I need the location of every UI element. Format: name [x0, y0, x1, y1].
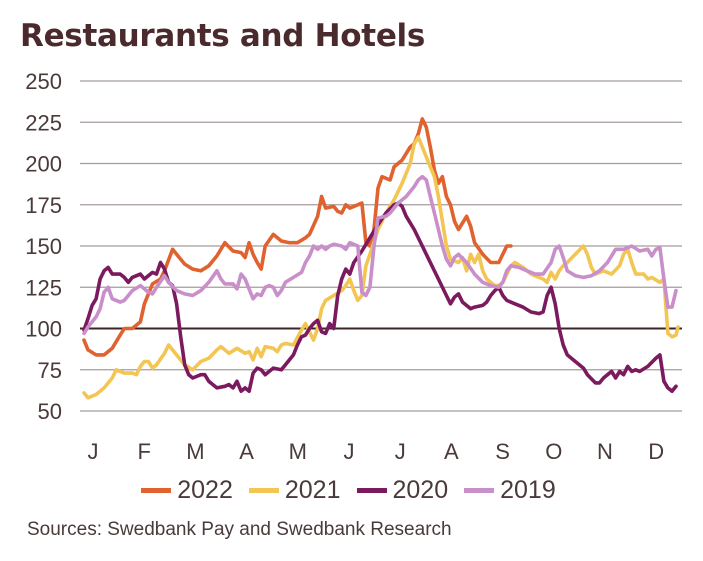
x-tick-label: A [239, 439, 254, 464]
series-line-2021 [82, 135, 680, 400]
x-tick-label: N [597, 439, 613, 464]
legend-swatch [248, 488, 279, 493]
legend-label: 2019 [500, 476, 556, 504]
legend: 2022 2021 2020 2019 [0, 476, 703, 505]
legend-item-2020: 2020 [356, 476, 449, 505]
y-tick-label: 125 [25, 275, 62, 300]
x-tick-label: J [395, 439, 406, 464]
series-line-2019 [82, 174, 678, 336]
y-tick-label: 75 [38, 358, 62, 383]
legend-label: 2020 [392, 476, 449, 504]
series-line-2022 [82, 117, 513, 357]
y-tick-label: 200 [25, 152, 62, 177]
series-lines [82, 117, 680, 400]
y-tick-label: 50 [38, 399, 62, 424]
y-tick-label: 100 [25, 317, 62, 342]
x-tick-label: A [444, 439, 459, 464]
chart-title: Restaurants and Hotels [20, 18, 426, 54]
y-tick-label: 175 [25, 193, 62, 218]
x-tick-label: M [186, 439, 204, 464]
y-axis-ticks: 250 225 200 175 150 125 100 75 50 [25, 69, 62, 424]
legend-label: 2021 [284, 476, 341, 504]
x-tick-label: S [495, 439, 510, 464]
x-tick-label: F [137, 439, 150, 464]
x-tick-label: J [88, 439, 99, 464]
x-tick-label: J [344, 439, 355, 464]
line-chart: 250 225 200 175 150 125 100 75 50 J F M A M J J A S O N D [25, 69, 682, 464]
legend-label: 2022 [177, 476, 233, 504]
source-note: Sources: Swedbank Pay and Swedbank Resea… [27, 519, 452, 540]
series-line-2020 [82, 201, 678, 393]
legend-swatch [356, 488, 387, 493]
legend-item-2021: 2021 [248, 476, 341, 505]
x-tick-label: O [545, 439, 562, 464]
y-tick-label: 250 [25, 69, 62, 94]
legend-item-2022: 2022 [141, 476, 233, 505]
x-tick-label: D [648, 439, 664, 464]
y-tick-label: 225 [25, 110, 62, 135]
legend-swatch [464, 488, 495, 493]
gridlines [80, 80, 682, 412]
x-tick-label: M [289, 439, 307, 464]
legend-item-2019: 2019 [464, 476, 556, 505]
legend-swatch [141, 488, 172, 493]
y-tick-label: 150 [25, 234, 62, 259]
